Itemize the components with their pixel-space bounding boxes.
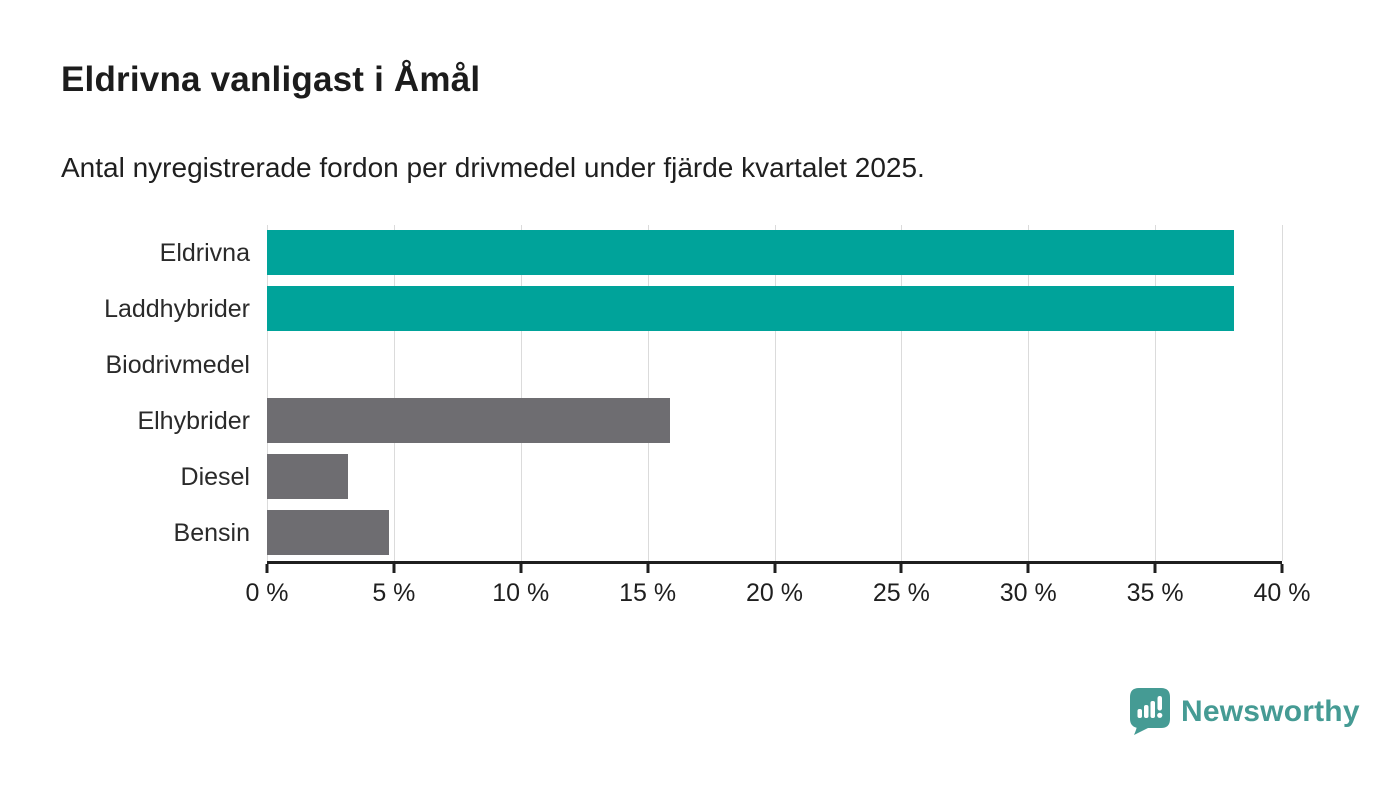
x-axis-tick-35 [1153, 564, 1157, 573]
chart-subtitle: Antal nyregistrerade fordon per drivmede… [61, 152, 925, 183]
bar-bensin [267, 510, 389, 555]
x-axis-tick-label: 15 % [619, 579, 677, 607]
bar-elhybrider [267, 398, 671, 443]
gridline-15 [647, 225, 649, 561]
x-axis-tick-20 [773, 564, 776, 573]
x-axis-tick-label: 35 % [1126, 579, 1184, 607]
category-label-elhybrider: Elhybrider [137, 406, 250, 435]
x-axis-tick-label: 20 % [746, 579, 803, 607]
x-axis-tick-label: 25 % [872, 579, 930, 607]
x-axis-tick-label: 0 % [245, 579, 289, 607]
x-axis-tick-label: 40 % [1253, 579, 1311, 607]
bar-eldrivna [267, 230, 1234, 275]
x-axis-tick-label: 10 % [492, 579, 550, 607]
category-labels: Eldrivna Laddhybrider Biodrivmedel Elhybrid… [0, 225, 250, 561]
x-axis-tick-30 [1026, 564, 1030, 573]
x-axis-tick-10 [519, 564, 523, 573]
x-axis-tick-0 [265, 564, 269, 573]
plot-area [267, 225, 1283, 564]
gridline-25 [901, 225, 903, 561]
x-axis: 0 % 5 % 10 % 15 % 20 % 25 % 30 % 35 % 40 % [245, 564, 1310, 634]
category-label-diesel: Diesel [180, 462, 250, 491]
gridline-5 [393, 225, 395, 561]
category-label-laddhybrider: Laddhybrider [104, 294, 250, 323]
gridline-40 [1282, 225, 1283, 561]
x-axis-tick-40 [1280, 564, 1284, 573]
gridline-30 [1028, 225, 1030, 561]
category-label-bensin: Bensin [173, 518, 250, 547]
newsworthy-logo-icon [1130, 688, 1170, 735]
category-label-eldrivna: Eldrivna [159, 238, 250, 267]
bar-laddhybrider [267, 286, 1234, 331]
gridline-35 [1155, 225, 1157, 561]
x-axis-tick-15 [646, 564, 650, 573]
x-axis-tick-label: 30 % [999, 579, 1057, 607]
gridline-10 [520, 225, 522, 561]
branding: Newsworthy [1130, 688, 1360, 736]
x-axis-tick-label: 5 % [372, 579, 416, 607]
x-axis-tick-25 [899, 564, 903, 573]
category-label-biodrivmedel: Biodrivmedel [105, 350, 250, 379]
chart-title: Eldrivna vanligast i Åmål [61, 60, 481, 99]
gridline-0 [267, 225, 268, 561]
branding-name: Newsworthy [1181, 695, 1360, 728]
x-axis-tick-5 [392, 564, 396, 573]
gridline-20 [774, 225, 776, 561]
bar-diesel [267, 454, 349, 499]
